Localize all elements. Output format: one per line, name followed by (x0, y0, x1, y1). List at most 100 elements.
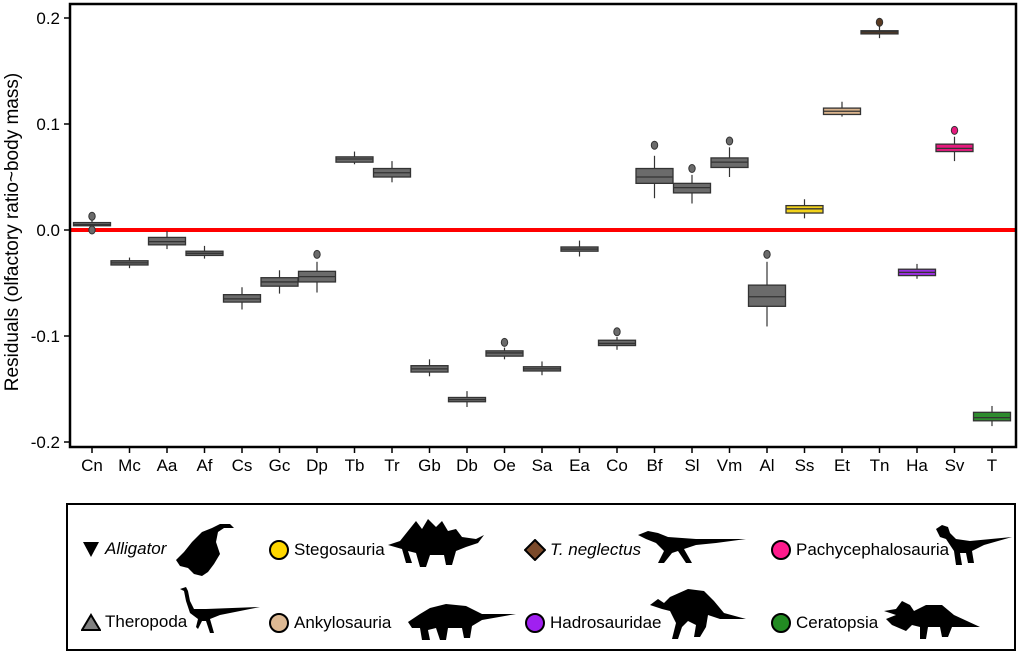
legend-label: T. neglectus (550, 540, 642, 559)
box-oe (485, 337, 524, 360)
y-axis-ticks: 0.2 0.1 0.0 -0.1 -0.2 (31, 9, 70, 452)
x-tick-label: Mc (118, 456, 141, 475)
box-af (185, 245, 224, 259)
box-bf (635, 140, 674, 199)
legend-item-stegosauria: Stegosauria (268, 539, 385, 561)
hadrosaur-silhouette-icon (650, 589, 746, 639)
triangle-up-icon (81, 613, 101, 631)
x-tick-label: Ha (906, 456, 928, 475)
box-body (972, 411, 1012, 422)
box-body (747, 284, 787, 307)
box-et (822, 101, 862, 117)
y-tick-label: 0.2 (36, 9, 60, 28)
box-aa (147, 231, 187, 250)
box-gb (410, 359, 449, 377)
box-dp (297, 249, 337, 293)
box-sv (935, 125, 974, 162)
alligator-silhouette-icon (176, 524, 234, 576)
box-ha (897, 263, 937, 279)
circle-icon (525, 613, 545, 633)
x-tick-label: Tb (345, 456, 365, 475)
box-tn (860, 17, 899, 39)
y-axis-label: Residuals (olfactory ratio~body mass) (2, 73, 23, 391)
box-body (635, 167, 674, 185)
box-tb (335, 151, 374, 165)
x-tick-label: Dp (306, 456, 328, 475)
legend-item-pachycephalosauria: Pachycephalosauria (770, 539, 949, 561)
ankylosaur-silhouette-icon (408, 604, 516, 640)
x-tick-label: Vm (717, 456, 743, 475)
legend-label: Ceratopsia (796, 613, 879, 632)
legend-label: Pachycephalosauria (796, 540, 950, 559)
x-tick-label: Al (759, 456, 774, 475)
outlier-point (875, 17, 884, 27)
legend-item-ceratopsia: Ceratopsia (770, 612, 878, 634)
circle-icon (269, 613, 289, 633)
theropod-silhouette-icon (638, 531, 746, 563)
legend-label: Theropoda (105, 612, 188, 631)
outlier-point (725, 136, 734, 146)
legend-item-t-neglectus: T. neglectus (524, 539, 641, 561)
box-vm (710, 136, 749, 177)
box-ss (785, 199, 824, 219)
boxes-group (72, 17, 1012, 427)
diamond-icon (524, 539, 546, 561)
x-tick-label: Aa (157, 456, 178, 475)
box-db (447, 391, 487, 408)
y-tick-label: 0.1 (36, 115, 60, 134)
legend-label: Hadrosauridae (550, 613, 662, 632)
x-tick-label: Cs (232, 456, 253, 475)
outlier-point (313, 249, 321, 259)
y-tick-label: -0.1 (31, 327, 60, 346)
ornithomimid-silhouette-icon (180, 587, 260, 633)
y-tick-label: 0.0 (36, 221, 60, 240)
x-tick-label: T (987, 456, 997, 475)
x-tick-label: Gc (269, 456, 291, 475)
x-tick-label: Tr (384, 456, 400, 475)
box-sa (522, 361, 562, 376)
box-cs (222, 287, 262, 310)
box-sl (672, 164, 712, 204)
x-tick-label: Ss (795, 456, 815, 475)
outlier-point (650, 140, 659, 150)
x-tick-label: Af (196, 456, 212, 475)
box-mc (110, 257, 149, 269)
x-tick-label: Db (456, 456, 478, 475)
x-tick-label: Sl (684, 456, 699, 475)
outlier-point (613, 327, 621, 337)
box-al (747, 249, 787, 327)
circle-icon (771, 613, 791, 633)
outlier-point (88, 211, 96, 221)
legend-label: Ankylosauria (294, 613, 392, 632)
circle-icon (269, 540, 289, 560)
outlier-point (688, 164, 696, 174)
box-ea (560, 240, 599, 257)
x-tick-label: Cn (81, 456, 103, 475)
x-axis-ticks: Cn Mc Aa Af Cs Gc Dp Tb Tr Gb Db Oe Sa Ea Co Bf Sl Vm Al Ss… (81, 447, 997, 475)
x-tick-label: Sa (532, 456, 553, 475)
box-cn (72, 211, 112, 235)
legend-item-alligator: Alligator (81, 539, 166, 559)
legend-item-hadrosauridae: Hadrosauridae (524, 612, 662, 634)
box-plot: Residuals (olfactory ratio~body mass) 0.… (2, 2, 1018, 475)
outlier-point (763, 249, 771, 259)
y-tick-label: -0.2 (31, 433, 60, 452)
x-tick-label: Gb (418, 456, 441, 475)
x-tick-label: Bf (646, 456, 662, 475)
legend: Alligator Stegosauria T. neglectus Pachy… (66, 503, 1016, 651)
box-gc (260, 270, 299, 294)
x-tick-label: Et (834, 456, 850, 475)
triangle-down-icon (83, 542, 99, 557)
box-tr (372, 161, 412, 183)
legend-item-theropoda: Theropoda (81, 612, 187, 632)
x-tick-label: Co (606, 456, 628, 475)
box-t (972, 405, 1012, 427)
legend-label: Alligator (105, 539, 167, 558)
x-tick-label: Oe (493, 456, 516, 475)
x-tick-label: Tn (870, 456, 890, 475)
legend-label: Stegosauria (294, 540, 385, 559)
circle-icon (771, 540, 791, 560)
x-tick-label: Ea (569, 456, 590, 475)
outlier-point (500, 337, 509, 347)
ceratopsian-silhouette-icon (884, 601, 980, 639)
